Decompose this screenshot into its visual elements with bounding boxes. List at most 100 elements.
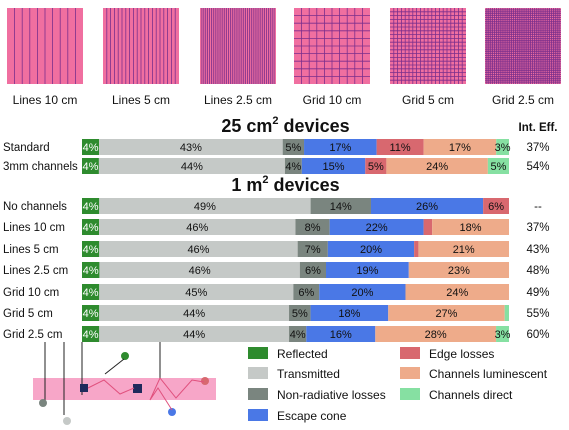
legend-swatch bbox=[248, 347, 268, 359]
bar-segment-transmitted bbox=[99, 305, 290, 321]
edge-loss-dot bbox=[201, 377, 209, 385]
bar-segment-channels-luminescent bbox=[386, 158, 488, 174]
bar-segment-transmitted bbox=[99, 241, 298, 257]
bar-segment-transmitted bbox=[99, 284, 294, 300]
bar-segment-reflected bbox=[82, 158, 99, 174]
group-title-superscript: 2 bbox=[262, 174, 268, 186]
bar-row-lines-5-cm: Lines 5 cm 4% 46% 7% 20% 21% 43% bbox=[3, 241, 550, 257]
bar-segment-channels-luminescent bbox=[432, 219, 509, 235]
data-label: 4% bbox=[83, 161, 99, 173]
legend-label: Non-radiative losses bbox=[277, 388, 386, 402]
data-label: 14% bbox=[330, 201, 352, 213]
row-label: Lines 5 cm bbox=[3, 244, 59, 256]
pattern-label: Grid 10 cm bbox=[303, 93, 362, 107]
data-label: 45% bbox=[185, 287, 207, 299]
legend-label: Transmitted bbox=[277, 367, 340, 381]
data-label: 5% bbox=[490, 161, 506, 173]
data-label: 4% bbox=[83, 329, 99, 341]
bar-segment-edge-losses bbox=[365, 158, 387, 174]
group-title-main: 25 cm bbox=[221, 116, 272, 136]
legend-item-channels-direct: Channels direct bbox=[400, 388, 513, 402]
row-label: Standard bbox=[3, 142, 50, 154]
data-label: 5% bbox=[285, 142, 301, 154]
bar-segment-escape-cone bbox=[310, 305, 389, 321]
bar-segment-reflected bbox=[82, 326, 100, 342]
nonradiative-dot bbox=[39, 399, 47, 407]
pattern-grid-10-cm: Grid 10 cm bbox=[294, 8, 370, 107]
data-label: 4% bbox=[83, 265, 99, 277]
row-efficiency: 55% bbox=[526, 308, 549, 320]
data-label: 3% bbox=[495, 142, 511, 154]
channel-block bbox=[133, 384, 142, 393]
luminescent-path bbox=[159, 377, 205, 399]
data-label: 46% bbox=[187, 244, 209, 256]
data-label: 43% bbox=[180, 142, 202, 154]
bar-segment-channels-luminescent bbox=[423, 139, 497, 155]
reflected-ray bbox=[104, 358, 125, 375]
data-label: 44% bbox=[181, 161, 203, 173]
row-label: Grid 10 cm bbox=[3, 287, 59, 299]
bar-row-3mm-channels: 3mm channels 4% 44% 4% 15% 5% 24% 5% 54% bbox=[3, 158, 550, 174]
data-label: 18% bbox=[338, 308, 360, 320]
data-label: 20% bbox=[351, 287, 373, 299]
data-label: 4% bbox=[290, 329, 306, 341]
legend-swatch bbox=[248, 367, 268, 379]
row-efficiency: 37% bbox=[526, 142, 549, 154]
waveguide-slab bbox=[33, 378, 216, 400]
legend-item-edge-losses: Edge losses bbox=[400, 347, 494, 361]
channel-block bbox=[80, 384, 88, 392]
luminescent-path bbox=[87, 379, 135, 395]
data-label: 5% bbox=[368, 161, 384, 173]
channel-patterns: Lines 10 cm Lines 5 cm Lines 2.5 cm Grid 10… bbox=[7, 8, 561, 107]
data-label: 11% bbox=[390, 142, 411, 154]
row-label: No channels bbox=[3, 201, 67, 213]
bar-segment-edge-losses bbox=[414, 241, 419, 257]
row-label: Lines 2.5 cm bbox=[3, 265, 68, 277]
bar-segment-non-radiative-losses bbox=[293, 284, 320, 300]
data-label: 28% bbox=[425, 329, 447, 341]
legend-swatch bbox=[248, 409, 268, 421]
bar-segment-edge-losses bbox=[483, 198, 509, 214]
pattern-label: Grid 2.5 cm bbox=[492, 93, 554, 107]
pattern-label: Grid 5 cm bbox=[402, 93, 454, 107]
pattern-lines-2-5-cm: Lines 2.5 cm bbox=[200, 8, 276, 107]
data-label: 6% bbox=[298, 287, 314, 299]
legend-swatch bbox=[400, 367, 420, 379]
legend-item-channels-luminescent: Channels luminescent bbox=[400, 367, 548, 381]
bar-segment-reflected bbox=[82, 198, 100, 214]
data-label: 4% bbox=[83, 244, 99, 256]
bar-segment-escape-cone bbox=[301, 158, 366, 174]
bar-row-grid-10-cm: Grid 10 cm 4% 45% 6% 20% 24% 49% bbox=[3, 284, 550, 300]
bar-segment-reflected bbox=[82, 262, 100, 278]
pattern-label: Lines 2.5 cm bbox=[204, 93, 272, 107]
row-efficiency: 48% bbox=[526, 265, 549, 277]
legend-swatch bbox=[400, 347, 420, 359]
data-label: 46% bbox=[186, 222, 208, 234]
bar-segment-escape-cone bbox=[329, 219, 424, 235]
bar-segment-escape-cone bbox=[306, 326, 376, 342]
bar-segment-escape-cone bbox=[319, 284, 406, 300]
legend-item-reflected: Reflected bbox=[248, 347, 328, 361]
legend-label: Channels direct bbox=[429, 388, 513, 402]
legend-swatch bbox=[400, 388, 420, 400]
bar-segment-non-radiative-losses bbox=[282, 139, 305, 155]
group-25-cm-devices: 25 cm2 devices Standard 4% 43% 5% 17% 11% 17% 3%… bbox=[3, 115, 550, 174]
data-label: 27% bbox=[435, 308, 457, 320]
bar-segment-channels-luminescent bbox=[408, 262, 509, 278]
transmitted-dot bbox=[63, 417, 71, 425]
data-label: 5% bbox=[292, 308, 308, 320]
bar-segment-reflected bbox=[82, 241, 100, 257]
data-label: 7% bbox=[305, 244, 321, 256]
group-title-suffix: devices bbox=[269, 175, 340, 195]
bar-row-no-channels: No channels 4% 49% 14% 26% 6% -- bbox=[3, 198, 542, 214]
pattern-lines-10-cm: Lines 10 cm bbox=[7, 8, 83, 107]
bar-segment-reflected bbox=[82, 219, 100, 235]
pattern-grid-5-cm: Grid 5 cm bbox=[390, 8, 466, 107]
bar-segment-escape-cone bbox=[326, 262, 409, 278]
data-label: 8% bbox=[305, 222, 321, 234]
data-label: 26% bbox=[416, 201, 438, 213]
pattern-label: Lines 10 cm bbox=[13, 93, 78, 107]
data-label: 4% bbox=[83, 142, 99, 154]
bar-row-lines-10-cm: Lines 10 cm 4% 46% 8% 22% 18% 37% bbox=[3, 219, 550, 235]
